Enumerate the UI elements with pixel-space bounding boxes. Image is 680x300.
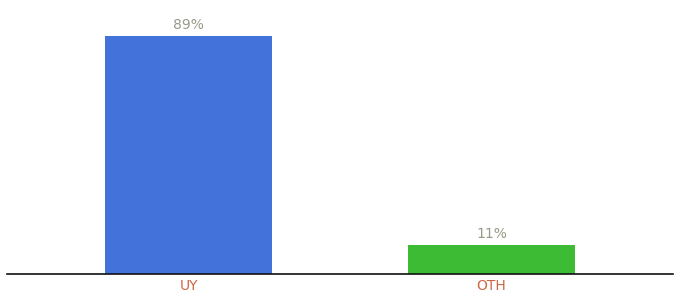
Text: 89%: 89% xyxy=(173,18,204,32)
Text: 11%: 11% xyxy=(476,227,507,241)
Bar xyxy=(105,36,272,274)
Bar xyxy=(408,245,575,274)
